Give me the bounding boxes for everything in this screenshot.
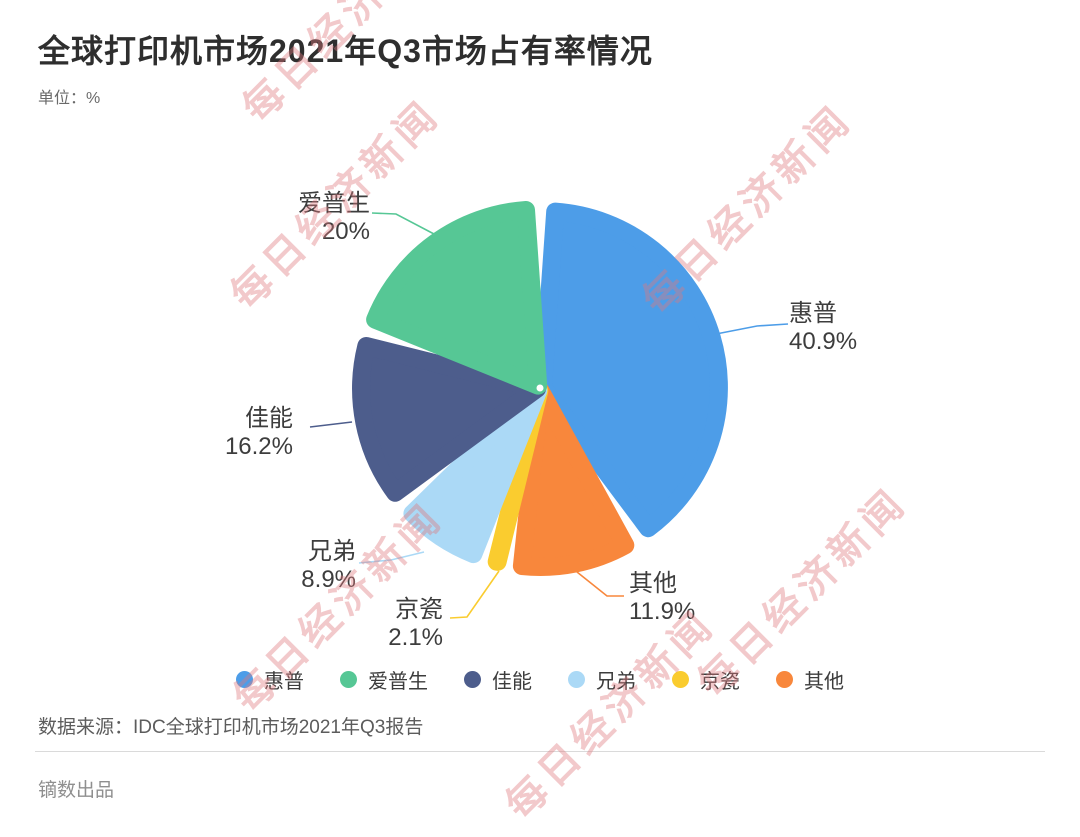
legend-item-brother: 兄弟 <box>568 665 636 694</box>
callout-kyocera: 京瓷 2.1% <box>388 596 443 652</box>
callout-brother-value: 8.9% <box>301 566 356 593</box>
pie-center-gap <box>536 384 544 392</box>
legend: 惠普 爱普生 佳能 兄弟 京瓷 其他 <box>236 665 844 694</box>
callout-hp: 惠普 40.9% <box>789 300 857 356</box>
pie-slice-epson <box>366 201 548 395</box>
callout-kyocera-label: 京瓷 <box>395 596 443 623</box>
credit-note: 镝数出品 <box>38 780 115 801</box>
legend-item-kyocera: 京瓷 <box>672 665 740 694</box>
legend-dot-icon <box>672 671 689 688</box>
callout-brother-label: 兄弟 <box>308 538 356 565</box>
pie-slice-hp <box>533 202 728 538</box>
legend-item-others: 其他 <box>776 665 844 694</box>
legend-dot-icon <box>236 671 253 688</box>
pie-slice-brother <box>403 381 548 564</box>
callout-others: 其他 11.9% <box>629 570 695 626</box>
legend-dot-icon <box>340 671 357 688</box>
callout-others-label: 其他 <box>629 570 677 597</box>
pie-slice-others <box>512 381 635 576</box>
legend-item-epson: 爱普生 <box>340 665 428 694</box>
leader-line-canon <box>309 421 353 428</box>
legend-dot-icon <box>568 671 585 688</box>
leader-line-hp <box>715 323 789 335</box>
legend-label: 兄弟 <box>596 671 636 693</box>
callout-canon: 佳能 16.2% <box>225 405 293 461</box>
legend-label: 京瓷 <box>700 671 740 693</box>
callout-brother: 兄弟 8.9% <box>301 538 356 594</box>
legend-label: 惠普 <box>264 671 304 693</box>
legend-label: 其他 <box>804 671 844 693</box>
leader-line-kyocera <box>449 570 500 619</box>
leader-line-epson <box>371 212 435 235</box>
callout-others-value: 11.9% <box>629 598 696 625</box>
callout-canon-value: 16.2% <box>224 433 293 460</box>
legend-item-canon: 佳能 <box>464 665 532 694</box>
legend-dot-icon <box>464 671 481 688</box>
leader-line-brother <box>358 551 425 564</box>
unit-label: 单位：% <box>38 90 101 107</box>
legend-item-hp: 惠普 <box>236 665 304 694</box>
callout-epson: 爱普生 20% <box>298 190 370 246</box>
legend-dot-icon <box>776 671 793 688</box>
callout-epson-value: 20% <box>321 218 370 245</box>
callout-epson-label: 爱普生 <box>298 190 370 217</box>
callout-hp-label: 惠普 <box>789 300 837 327</box>
divider <box>35 751 1045 752</box>
callout-hp-value: 40.9% <box>789 328 858 355</box>
leader-line-others <box>576 571 624 597</box>
page-title: 全球打印机市场2021年Q3市场占有率情况 <box>38 33 653 69</box>
legend-label: 爱普生 <box>368 671 428 693</box>
pie-slice-canon <box>352 337 547 502</box>
callout-canon-label: 佳能 <box>245 405 293 432</box>
callout-kyocera-value: 2.1% <box>388 624 443 651</box>
source-note: 数据来源：IDC全球打印机市场2021年Q3报告 <box>38 717 424 738</box>
legend-label: 佳能 <box>492 671 532 693</box>
